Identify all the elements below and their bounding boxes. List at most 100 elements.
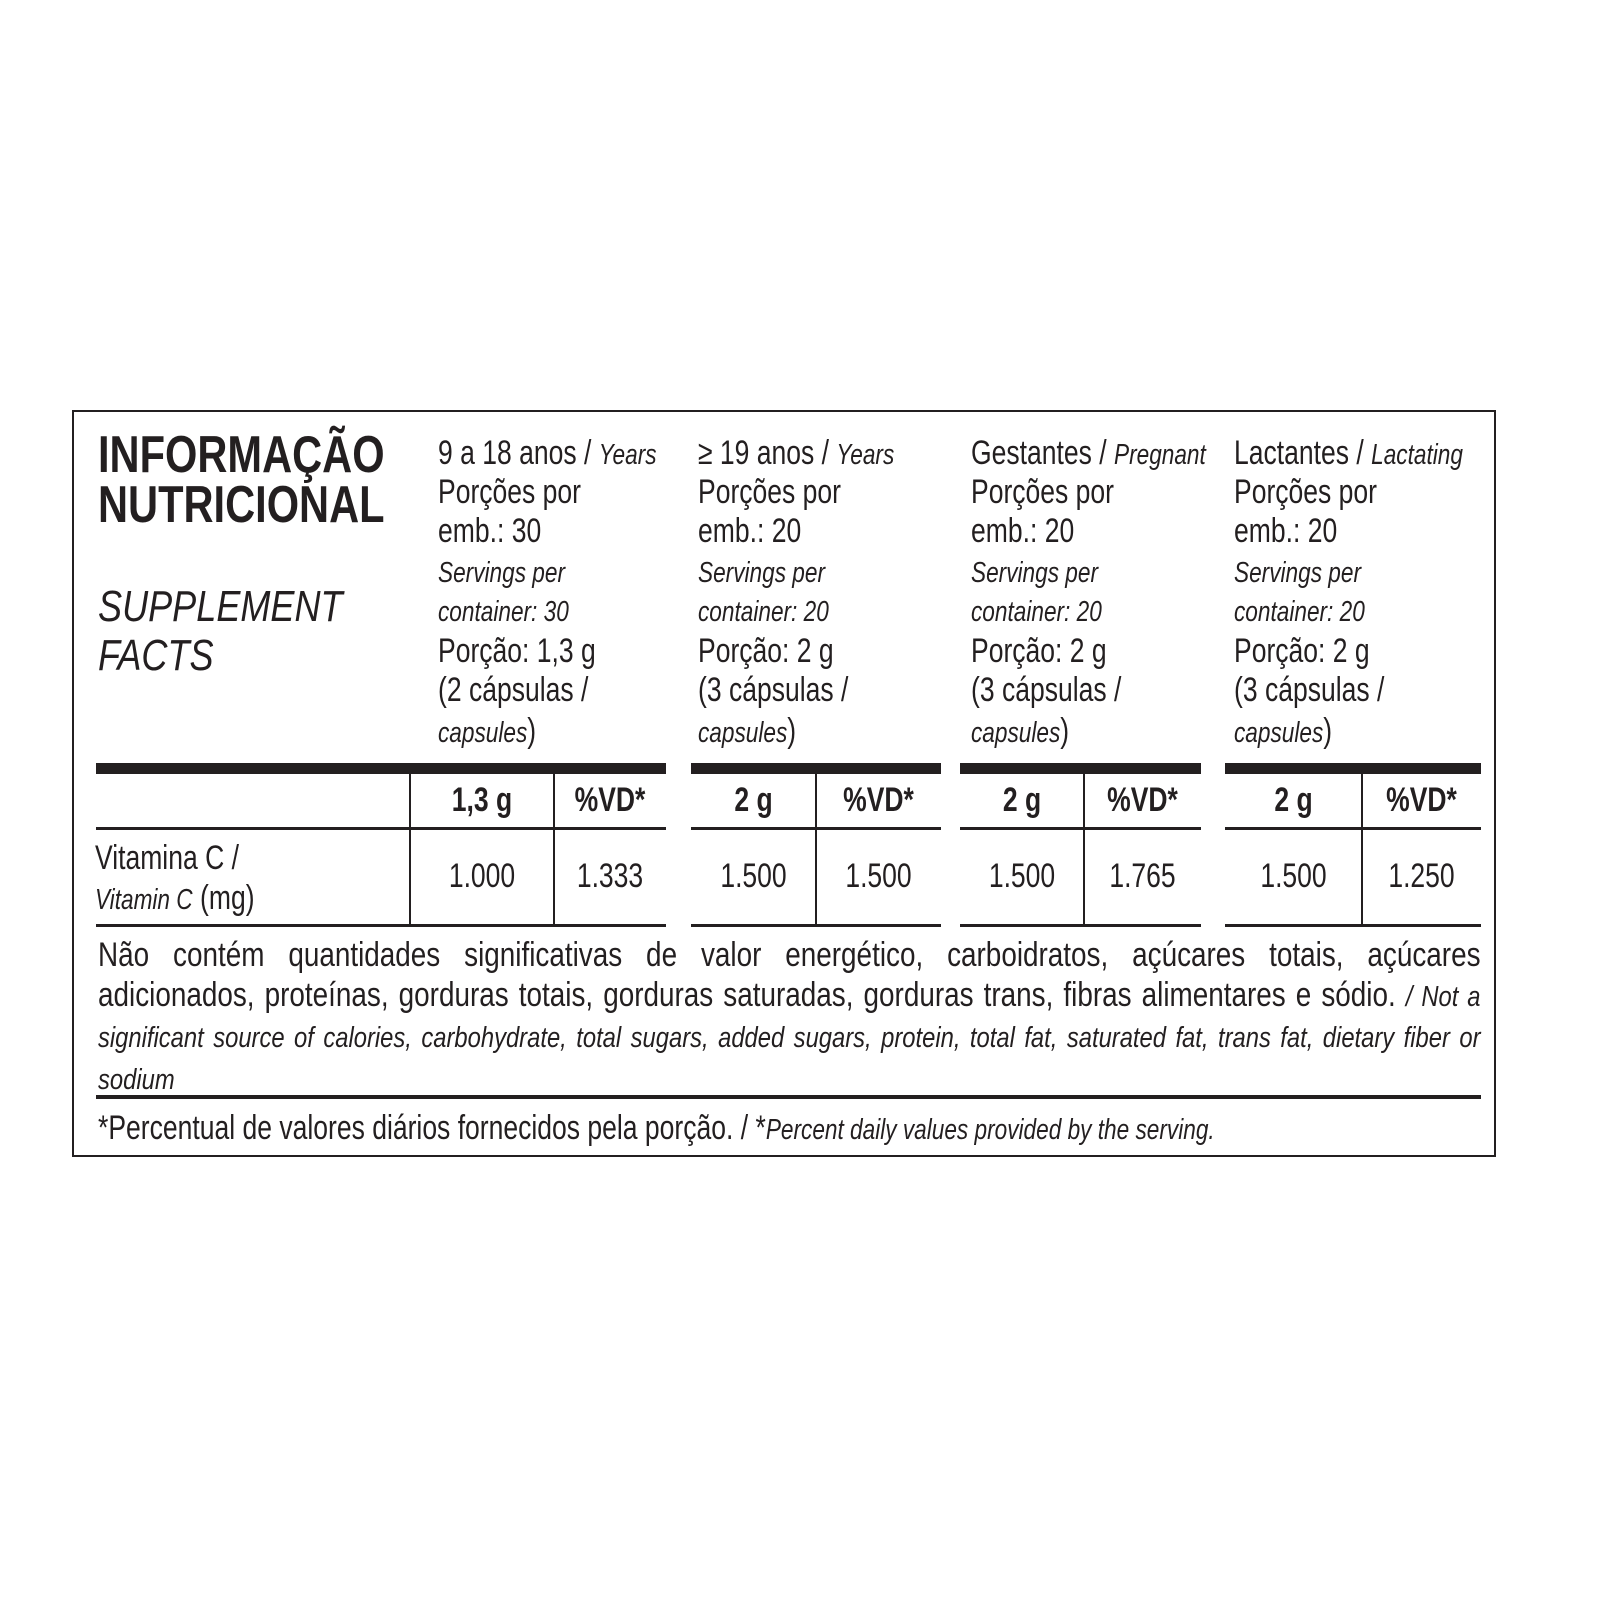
portion: Porção: 2 g bbox=[1234, 632, 1370, 670]
thick-rule bbox=[960, 763, 1201, 774]
amount-value: 1.500 bbox=[1260, 857, 1327, 895]
portion-line: Porção: 2 g bbox=[971, 631, 1107, 671]
not-significant-pt: Não contém quantidades significativas de… bbox=[98, 936, 1481, 1014]
rule bbox=[1225, 827, 1481, 830]
rule bbox=[1225, 924, 1481, 927]
group-label: ≥ 19 anos bbox=[698, 434, 815, 472]
nutrient-name-pt: Vitamina C / bbox=[95, 839, 239, 877]
capsules-line: capsules) bbox=[971, 711, 1069, 751]
servings-en-line: Servings per bbox=[698, 553, 825, 593]
servings-en-line: Servings per bbox=[438, 553, 565, 593]
amount-value: 1.500 bbox=[988, 857, 1056, 895]
group-label: 9 a 18 anos bbox=[438, 434, 577, 472]
servings-en-count: container: 20 bbox=[698, 596, 829, 628]
servings-pt-line: Porções por bbox=[438, 472, 581, 512]
servings-en-count: container: 20 bbox=[1234, 596, 1365, 628]
subtitle-line-2: FACTS bbox=[98, 631, 214, 680]
paren: ) bbox=[787, 712, 797, 750]
column-divider bbox=[815, 774, 817, 926]
capsules-en: capsules bbox=[698, 717, 788, 749]
servings-en-line: container: 20 bbox=[971, 592, 1102, 632]
rule bbox=[96, 1095, 1481, 1099]
amount-header: 1,3 g bbox=[451, 781, 513, 819]
servings-en-count: container: 30 bbox=[438, 596, 569, 628]
capsules-line: capsules) bbox=[1234, 711, 1332, 751]
rule bbox=[96, 827, 666, 830]
column-divider bbox=[553, 774, 555, 926]
nutrient-name-en: Vitamin C (mg) bbox=[95, 878, 255, 918]
servings-en-line: container: 30 bbox=[438, 592, 569, 632]
subtitle-line-1: SUPPLEMENT bbox=[98, 582, 343, 631]
not-significant-en: Not a significant source of calories, ca… bbox=[98, 980, 1481, 1096]
servings-en: Servings per bbox=[438, 557, 565, 589]
portion-line: Porção: 1,3 g bbox=[438, 631, 596, 671]
capsules-line: (3 cápsulas / bbox=[698, 670, 848, 710]
group-label-en: Years bbox=[836, 439, 895, 471]
servings-pt: Porções por bbox=[1234, 473, 1377, 511]
vd-header: %VD* bbox=[1107, 781, 1178, 819]
nutrition-facts-panel bbox=[72, 410, 1496, 1157]
servings-pt-line: Porções por bbox=[1234, 472, 1377, 512]
portion-line: Porção: 2 g bbox=[1234, 631, 1370, 671]
column-group-header: ≥ 19 anos / Years bbox=[698, 434, 895, 472]
servings-pt-line: emb.: 20 bbox=[698, 511, 801, 551]
thick-rule bbox=[691, 763, 941, 774]
amount-value: 1.000 bbox=[448, 857, 516, 895]
servings-en-count: container: 20 bbox=[971, 596, 1102, 628]
column-group-header: Lactantes / Lactating bbox=[1234, 434, 1463, 472]
vd-header: %VD* bbox=[1386, 781, 1457, 819]
servings-en-line: container: 20 bbox=[698, 592, 829, 632]
servings-pt-count: emb.: 20 bbox=[698, 512, 802, 550]
capsules-pt: (3 cápsulas / bbox=[971, 671, 1122, 709]
servings-en-line: Servings per bbox=[1234, 553, 1361, 593]
column-divider bbox=[409, 774, 411, 926]
capsules-en: capsules bbox=[1234, 717, 1324, 749]
servings-pt-line: emb.: 20 bbox=[971, 511, 1074, 551]
title-line-1: INFORMAÇÃO bbox=[98, 426, 385, 484]
paren: ) bbox=[527, 712, 537, 750]
servings-pt: Porções por bbox=[971, 473, 1114, 511]
nutrient-name-en-text: Vitamin C bbox=[95, 884, 193, 916]
servings-pt: Porções por bbox=[438, 473, 581, 511]
thick-rule bbox=[1225, 763, 1481, 774]
column-divider bbox=[1361, 774, 1363, 926]
rule bbox=[96, 924, 666, 927]
column-divider bbox=[1083, 774, 1085, 926]
servings-pt-line: Porções por bbox=[971, 472, 1114, 512]
group-label-en: Pregnant bbox=[1113, 439, 1206, 471]
capsules-line: (3 cápsulas / bbox=[1234, 670, 1384, 710]
vd-value: 1.333 bbox=[576, 857, 644, 895]
vd-header: %VD* bbox=[843, 781, 914, 819]
capsules-pt: (2 cápsulas / bbox=[438, 671, 589, 709]
vd-value: 1.250 bbox=[1388, 857, 1455, 895]
portion: Porção: 2 g bbox=[698, 632, 834, 670]
group-label: Lactantes bbox=[1234, 434, 1350, 472]
group-label-en: Lactating bbox=[1371, 439, 1463, 471]
servings-pt-count: emb.: 20 bbox=[1234, 512, 1338, 550]
capsules-line: capsules) bbox=[698, 711, 796, 751]
amount-header: 2 g bbox=[1002, 781, 1042, 819]
not-significant-note: Não contém quantidades significativas de… bbox=[98, 936, 1481, 1096]
servings-pt-count: emb.: 20 bbox=[971, 512, 1075, 550]
servings-pt-line: Porções por bbox=[698, 472, 841, 512]
servings-pt-count: emb.: 30 bbox=[438, 512, 542, 550]
capsules-pt: (3 cápsulas / bbox=[698, 671, 849, 709]
servings-en-line: container: 20 bbox=[1234, 592, 1365, 632]
column-group-header: 9 a 18 anos / Years bbox=[438, 434, 657, 472]
footnote: *Percentual de valores diários fornecido… bbox=[98, 1109, 1215, 1147]
capsules-en: capsules bbox=[438, 717, 528, 749]
servings-en-line: Servings per bbox=[971, 553, 1098, 593]
servings-en: Servings per bbox=[698, 557, 825, 589]
nutrient-unit: (mg) bbox=[200, 879, 255, 917]
servings-en: Servings per bbox=[1234, 557, 1361, 589]
portion-line: Porção: 2 g bbox=[698, 631, 834, 671]
servings-pt-line: emb.: 20 bbox=[1234, 511, 1337, 551]
footnote-pt: *Percentual de valores diários fornecido… bbox=[98, 1109, 734, 1147]
title-line-2: NUTRICIONAL bbox=[98, 476, 385, 534]
vd-value: 1.500 bbox=[845, 857, 912, 895]
servings-en: Servings per bbox=[971, 557, 1098, 589]
vd-header: %VD* bbox=[574, 781, 646, 819]
amount-value: 1.500 bbox=[720, 857, 787, 895]
group-label: Gestantes bbox=[971, 434, 1092, 472]
thick-rule bbox=[96, 763, 666, 774]
